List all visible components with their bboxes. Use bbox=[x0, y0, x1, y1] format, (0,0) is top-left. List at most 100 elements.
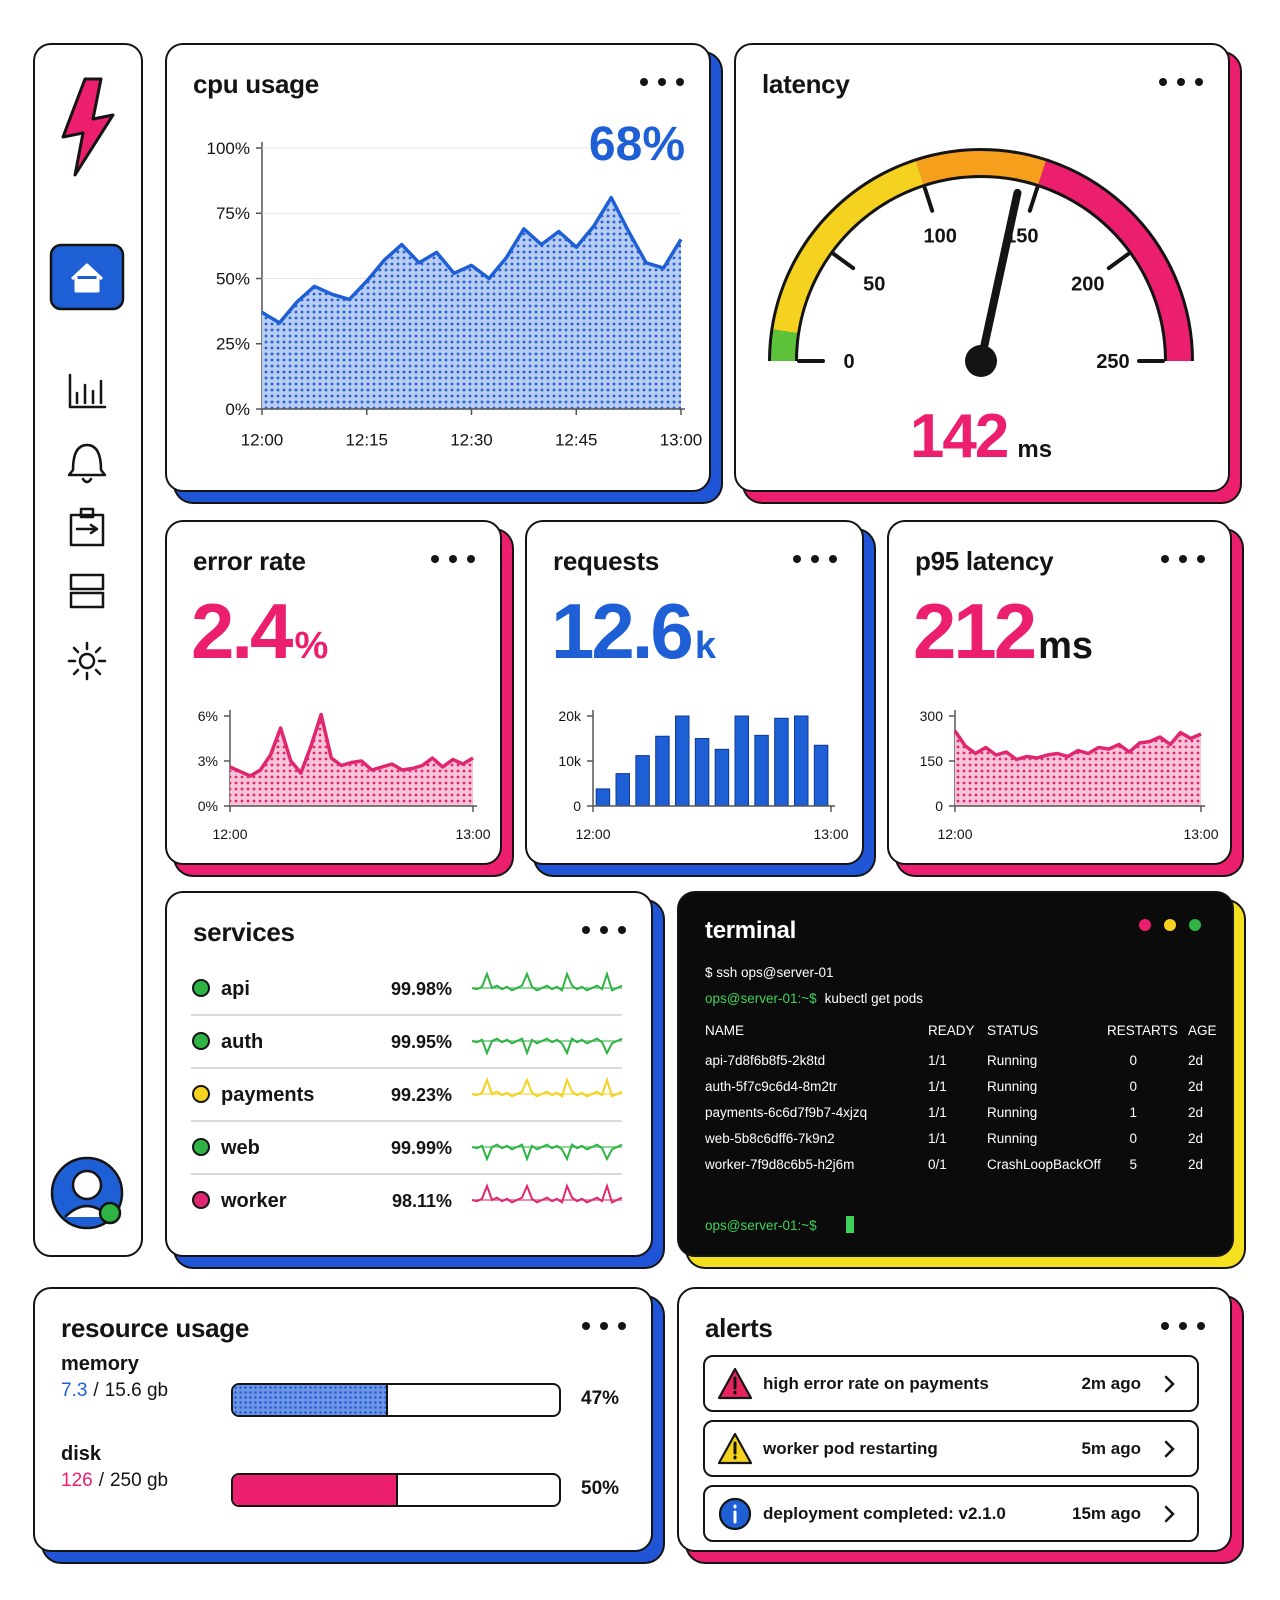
prompt: ops@server-01:~$ bbox=[705, 991, 817, 1006]
column-header: RESTARTS bbox=[1107, 1023, 1178, 1038]
alert-icon bbox=[718, 1497, 752, 1531]
alert-message: high error rate on payments bbox=[763, 1374, 989, 1393]
panel-title: terminal bbox=[705, 917, 796, 944]
menu-button[interactable] bbox=[1158, 1319, 1208, 1333]
menu-dot bbox=[618, 1322, 626, 1330]
panel-title: resource usage bbox=[61, 1313, 250, 1343]
alert-item[interactable]: high error rate on payments 2m ago bbox=[703, 1355, 1199, 1412]
pod-cell: 0 bbox=[1129, 1079, 1137, 1094]
ssh-line: $ ssh ops@server-01 bbox=[705, 965, 834, 980]
resource-amount: 7.3/15.6 gb bbox=[61, 1380, 168, 1402]
p95-panel: 0 150 300 12:00 13:00 p95 latency 212 ms bbox=[887, 520, 1232, 865]
gauge-tick-label: 0 bbox=[843, 351, 854, 373]
server-icon[interactable] bbox=[69, 573, 105, 609]
sparkline bbox=[471, 1076, 623, 1099]
menu-button[interactable] bbox=[579, 1319, 629, 1333]
pod-cell: Running bbox=[987, 1105, 1037, 1120]
error-panel: 0% 3% 6% 12:00 13:00 error rate 2.4% bbox=[165, 520, 502, 865]
menu-dot bbox=[449, 555, 457, 563]
menu-dot bbox=[582, 1322, 590, 1330]
menu-button[interactable] bbox=[637, 75, 687, 89]
menu-button[interactable] bbox=[1156, 75, 1206, 89]
y-tick-label: 3% bbox=[198, 753, 218, 769]
menu-dot bbox=[793, 555, 801, 563]
sparkline bbox=[471, 970, 623, 993]
cursor bbox=[846, 1216, 854, 1233]
service-uptime: 99.98% bbox=[391, 979, 452, 999]
analytics-icon[interactable] bbox=[68, 373, 107, 409]
gauge-tick-label: 50 bbox=[863, 273, 885, 295]
home-icon bbox=[70, 263, 104, 293]
bar bbox=[714, 748, 730, 807]
menu-dot bbox=[676, 78, 684, 86]
settings-icon[interactable] bbox=[78, 652, 96, 670]
alert-icon bbox=[717, 1367, 753, 1400]
chevron[interactable] bbox=[1163, 1504, 1177, 1524]
home-button[interactable] bbox=[49, 243, 125, 311]
pod-cell: 1 bbox=[1129, 1105, 1137, 1120]
x-tick-label: 12:00 bbox=[937, 826, 972, 842]
resource-percent: 47% bbox=[581, 1388, 620, 1409]
service-name: auth bbox=[221, 1031, 263, 1053]
pod-cell: 2d bbox=[1188, 1131, 1203, 1146]
menu-dot bbox=[1161, 1322, 1169, 1330]
window-dot[interactable] bbox=[1164, 919, 1176, 931]
used: 7.3 bbox=[61, 1380, 88, 1401]
pod-cell: payments-6c6d7f9b7-4xjzq bbox=[705, 1105, 867, 1120]
alert-time: 2m ago bbox=[1081, 1374, 1141, 1393]
pod-cell: 1/1 bbox=[928, 1053, 947, 1068]
window-dot[interactable] bbox=[1189, 919, 1201, 931]
service-uptime: 99.95% bbox=[391, 1032, 452, 1052]
chevron[interactable] bbox=[1163, 1439, 1177, 1459]
sparkline bbox=[471, 1182, 623, 1205]
resource-panel: resource usage memory 7.3/15.6 gb 47% disk 1… bbox=[33, 1287, 653, 1552]
menu-dot bbox=[618, 926, 626, 934]
alert-message: worker pod restarting bbox=[763, 1439, 938, 1458]
pod-cell: 1/1 bbox=[928, 1079, 947, 1094]
pod-cell: web-5b8c6dff6-7k9n2 bbox=[704, 1131, 835, 1146]
bar bbox=[794, 715, 809, 807]
latency-value: 142 ms bbox=[910, 402, 1052, 471]
column-header: AGE bbox=[1188, 1023, 1217, 1038]
cpu-panel: 0% 25% 50% 75% 100% 12:00 12:15 12:30 12:45 13:00… bbox=[165, 43, 711, 492]
line bbox=[953, 730, 1202, 762]
tasks-icon[interactable] bbox=[69, 507, 105, 547]
chevron[interactable] bbox=[1163, 1374, 1177, 1394]
y-tick-label: 6% bbox=[198, 708, 218, 724]
chevron-path bbox=[1164, 1440, 1175, 1458]
panel-title: services bbox=[193, 917, 295, 947]
resource-percent: 50% bbox=[581, 1478, 620, 1499]
sparkline bbox=[471, 1037, 623, 1056]
x-tick-label: 12:15 bbox=[345, 430, 388, 449]
alert-item[interactable]: deployment completed: v2.1.0 15m ago bbox=[703, 1485, 1199, 1542]
pod-cell: 1/1 bbox=[928, 1131, 947, 1146]
service-name: web bbox=[220, 1137, 260, 1159]
menu-button[interactable] bbox=[579, 923, 629, 937]
latency-gauge: 0 50 100 150 200 250 142 ms bbox=[768, 148, 1194, 471]
window-dot[interactable] bbox=[1139, 919, 1151, 931]
menu-button[interactable] bbox=[428, 552, 478, 566]
y-tick-label: 0% bbox=[198, 798, 218, 814]
bar bbox=[813, 744, 829, 807]
alert-time: 5m ago bbox=[1081, 1439, 1141, 1458]
bar bbox=[754, 734, 769, 807]
menu-button[interactable] bbox=[1158, 552, 1208, 566]
y-tick-label: 20k bbox=[558, 708, 582, 724]
alert-item[interactable]: worker pod restarting 5m ago bbox=[703, 1420, 1199, 1477]
alert-message: deployment completed: v2.1.0 bbox=[763, 1504, 1006, 1523]
menu-dot bbox=[829, 555, 837, 563]
bell-icon[interactable] bbox=[67, 443, 107, 484]
panel-title: alerts bbox=[705, 1313, 773, 1343]
pod-cell: 2d bbox=[1188, 1157, 1203, 1172]
bar bbox=[595, 788, 611, 807]
column-header: READY bbox=[928, 1023, 975, 1038]
menu-button[interactable] bbox=[790, 552, 840, 566]
x-tick-label: 12:00 bbox=[212, 826, 247, 842]
unit: k bbox=[694, 625, 716, 667]
alerts-panel: alerts high error rate on payments 2m ago… bbox=[677, 1287, 1232, 1552]
service-name: payments bbox=[221, 1084, 314, 1106]
resource-name: memory bbox=[61, 1353, 139, 1375]
menu-dot bbox=[600, 1322, 608, 1330]
sparkline bbox=[471, 1143, 623, 1162]
